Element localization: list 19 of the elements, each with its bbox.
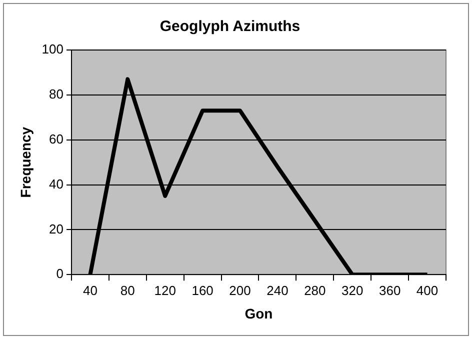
x-tick-label: 120 [154, 282, 176, 298]
y-tick-label: 60 [49, 131, 64, 146]
y-tick-label: 80 [49, 86, 64, 102]
x-tick-label: 240 [266, 282, 288, 298]
x-tick-label: 360 [378, 282, 401, 298]
y-tick-label: 20 [49, 221, 64, 236]
x-tick-label: 280 [304, 282, 326, 298]
x-tick-label: 80 [120, 282, 135, 298]
y-tick-label: 100 [42, 42, 64, 57]
x-axis-title: Gon [244, 305, 273, 322]
y-tick-label: 40 [49, 176, 64, 192]
x-tick-label: 200 [229, 282, 251, 298]
x-tick-label: 320 [342, 282, 364, 298]
x-tick-label: 400 [416, 282, 438, 298]
y-tick-label: 0 [56, 266, 64, 282]
y-axis-title: Frequency [17, 126, 34, 198]
x-tick-label: 160 [192, 282, 214, 298]
x-tick-label: 40 [82, 282, 98, 298]
chart-title: Geoglyph Azimuths [160, 18, 300, 36]
